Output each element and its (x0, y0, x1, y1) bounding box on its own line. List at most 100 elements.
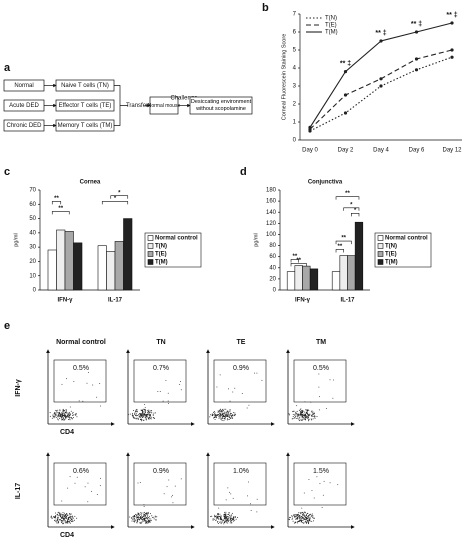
flow-dot (141, 518, 143, 520)
flow-dot (149, 521, 151, 523)
line (309, 22, 453, 128)
flow-dot (307, 523, 309, 525)
flow-dot (225, 499, 227, 501)
flow-dot (78, 400, 80, 402)
flow-dot (67, 521, 69, 523)
flow-dot (131, 518, 133, 520)
flow-dot (213, 516, 215, 518)
flow-dot (297, 513, 299, 515)
flow-dot (256, 372, 258, 374)
flow-dot (307, 409, 309, 411)
flow-dot (150, 416, 152, 418)
flow-dot (157, 390, 159, 392)
flow-dot (60, 514, 62, 516)
flow-dot (304, 413, 306, 415)
flow-dot (322, 494, 324, 496)
flow-dot (72, 515, 74, 517)
flow-dot (135, 516, 137, 518)
flow-dot (148, 516, 150, 518)
node-label: Chronic DED (6, 123, 42, 129)
flow-dot (75, 414, 77, 416)
flow-dot (69, 414, 71, 416)
flow-dot (62, 519, 64, 521)
flow-dot (76, 476, 78, 478)
flow-dot (140, 516, 142, 518)
flow-dot (254, 372, 256, 374)
flow-dot (144, 404, 146, 406)
flow-dot (153, 412, 155, 414)
flow-dot (131, 415, 133, 417)
significance-bracket (110, 195, 129, 199)
flow-dot (54, 415, 56, 417)
annotation: ** (338, 244, 343, 250)
flow-dot (155, 518, 157, 520)
flow-dot (135, 409, 137, 411)
y-tick-label: 20 (29, 259, 36, 265)
y-tick-label: 1 (293, 120, 297, 126)
point (450, 21, 454, 25)
flow-dot (303, 518, 305, 520)
flow-dot (145, 417, 147, 419)
flow-dot (212, 411, 214, 413)
flow-dot (314, 417, 316, 419)
flow-dot (65, 522, 67, 524)
annotation: ** (296, 258, 301, 264)
gate (53, 359, 107, 403)
gate-percent: 0.6% (73, 468, 89, 475)
flow-dot (215, 517, 217, 519)
flow-dot (56, 414, 58, 416)
flow-dot (212, 519, 214, 521)
legend-label: T(N) (385, 244, 397, 250)
flow-dot (288, 413, 290, 415)
flow-dot (337, 484, 339, 486)
flow-dot (144, 410, 146, 412)
flow-dot (225, 517, 227, 519)
flow-dot (59, 413, 61, 415)
flow-dot (140, 522, 142, 524)
flow-dot (321, 507, 323, 509)
bar (114, 241, 124, 291)
flow-dot (216, 516, 218, 518)
flow-dot (69, 406, 71, 408)
y-tick-label: 100 (266, 232, 277, 238)
significance-bracket (335, 249, 344, 253)
flow-dot (223, 517, 225, 519)
legend-swatch (377, 251, 384, 257)
flow-dot (144, 516, 146, 518)
flow-dot (293, 417, 295, 419)
flow-dot (214, 412, 216, 414)
flow-dot (65, 414, 67, 416)
gate-percent: 0.7% (153, 365, 169, 372)
legend-swatch (377, 243, 384, 249)
flow-dot (289, 516, 291, 518)
flow-dot (146, 516, 148, 518)
flow-dot (138, 416, 140, 418)
flow-dot (225, 520, 227, 522)
column-header: TM (316, 339, 326, 346)
flow-dot (55, 515, 57, 517)
flow-dot (142, 415, 144, 417)
flow-dot (61, 415, 63, 417)
bar (347, 255, 356, 291)
annotation: ** (54, 196, 59, 202)
flow-dot (64, 416, 66, 418)
flow-dot (140, 409, 142, 411)
flow-dot (303, 517, 305, 519)
bar (309, 268, 319, 291)
flow-dot (217, 521, 219, 523)
flow-dot (229, 400, 231, 402)
flow-dot (146, 414, 148, 416)
flow-dot (60, 519, 62, 521)
flow-dot (143, 504, 145, 506)
flow-dot (154, 417, 156, 419)
flow-dot (295, 517, 297, 519)
node-text: Desiccating environment without scopolam… (191, 99, 251, 112)
flow-dot (300, 519, 302, 521)
flow-dot (140, 513, 142, 515)
flow-dot (300, 416, 302, 418)
flow-dot (295, 412, 297, 414)
flow-dot (329, 482, 331, 484)
flow-dot (224, 516, 226, 518)
flow-dot (294, 518, 296, 520)
flow-dot (222, 408, 224, 410)
